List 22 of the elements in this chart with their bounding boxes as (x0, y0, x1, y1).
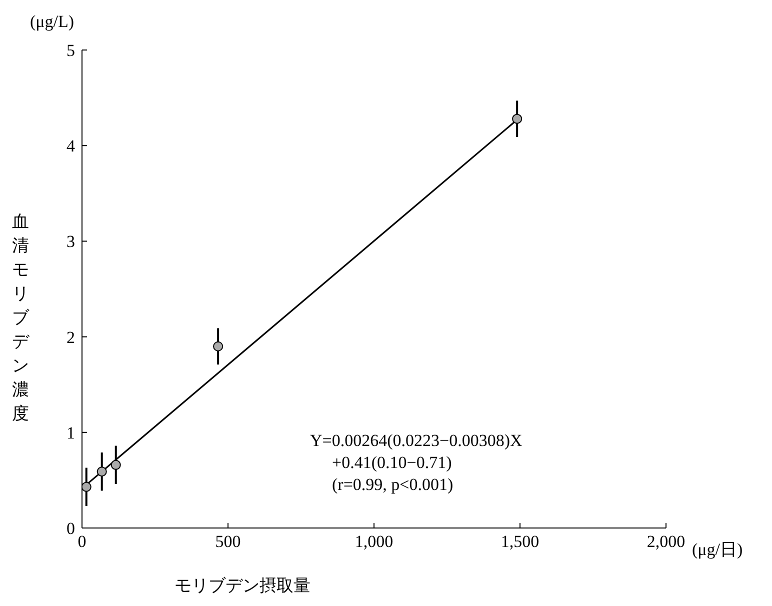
y-tick-label: 3 (66, 232, 75, 252)
point (512, 114, 522, 124)
point (96, 466, 107, 477)
point (110, 460, 121, 470)
y-tick-label: 0 (66, 519, 75, 538)
x-tick-label: 1,000 (354, 532, 394, 552)
annotation: Y=0.00264(0.0223−0.00308)X (310, 430, 522, 452)
text: 血清モリブデン濃度 (12, 212, 29, 423)
y-tick-label: 5 (66, 41, 75, 60)
annotation: (r=0.99, p<0.001) (331, 474, 454, 496)
x-tick-label: 1,500 (500, 532, 540, 552)
x-tick-label: 2,000 (646, 532, 686, 552)
y-tick-label: 2 (66, 328, 75, 347)
point (213, 341, 224, 352)
point (82, 482, 92, 492)
y-tick-label: 1 (66, 423, 75, 442)
annotation: +0.41(0.10−0.71) (331, 452, 453, 474)
y-tick-label: 4 (66, 136, 76, 156)
x-axis-title: モリブデン摂取量 (174, 575, 312, 597)
text: (μg/日) (692, 539, 743, 561)
x-tick-label: 500 (215, 532, 241, 552)
text: (μg/L) (30, 12, 74, 32)
